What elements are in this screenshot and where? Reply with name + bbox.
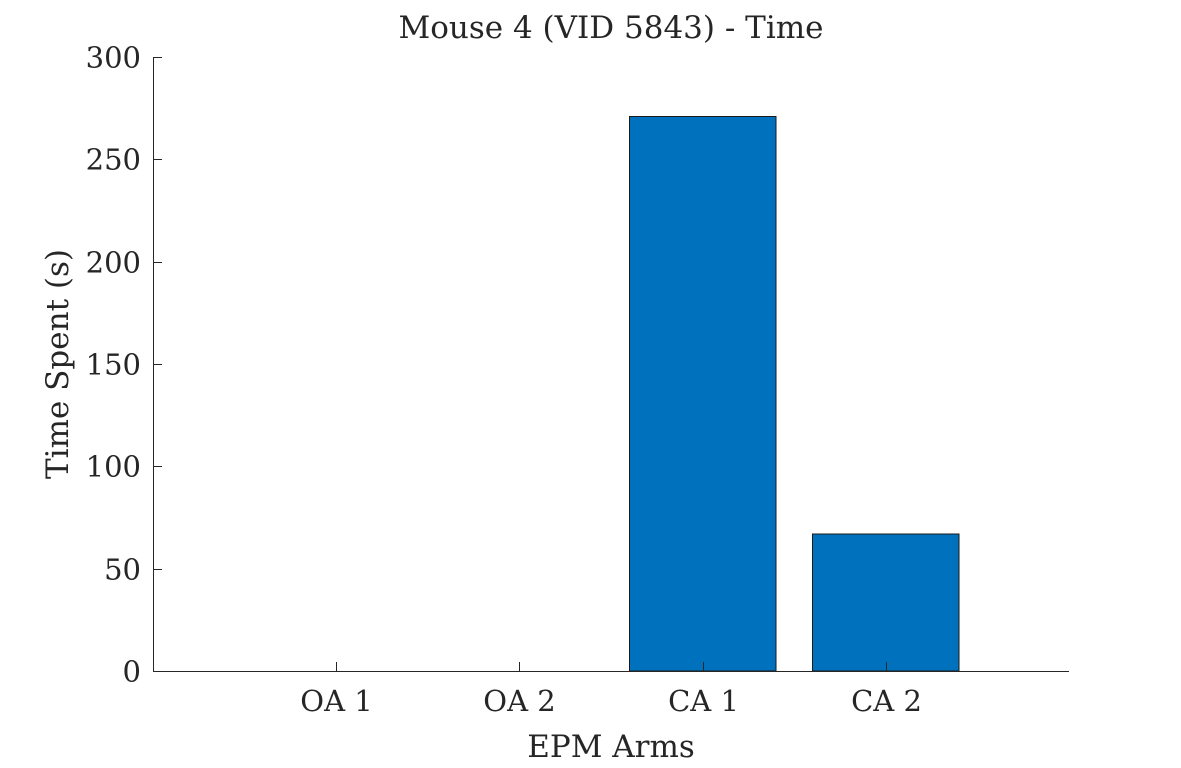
y-ticks-group: 0 50 100 150 200 250 300 — [86, 41, 162, 689]
bars-group — [628, 115, 960, 672]
y-tick-label: 300 — [86, 41, 141, 75]
x-tick-label: CA 1 — [668, 684, 739, 718]
y-axis-label: Time Spent (s) — [40, 249, 76, 479]
y-tick-label: 50 — [104, 553, 141, 587]
x-tick-label: CA 2 — [851, 684, 922, 718]
x-axis-label: EPM Arms — [527, 729, 695, 765]
y-tick-label: 0 — [123, 655, 141, 689]
chart-title: Mouse 4 (VID 5843) - Time — [399, 10, 824, 46]
y-tick-label: 200 — [86, 246, 141, 280]
x-tick-label: OA 1 — [300, 684, 372, 718]
bar-ca-1 — [628, 115, 777, 672]
y-tick-label: 150 — [86, 348, 141, 382]
x-tick-label: OA 2 — [483, 684, 555, 718]
x-ticks-group: OA 1 OA 2 CA 1 CA 2 — [300, 662, 922, 718]
bar-ca-2 — [812, 533, 960, 672]
y-tick-label: 250 — [86, 143, 141, 177]
y-tick-label: 100 — [86, 450, 141, 484]
